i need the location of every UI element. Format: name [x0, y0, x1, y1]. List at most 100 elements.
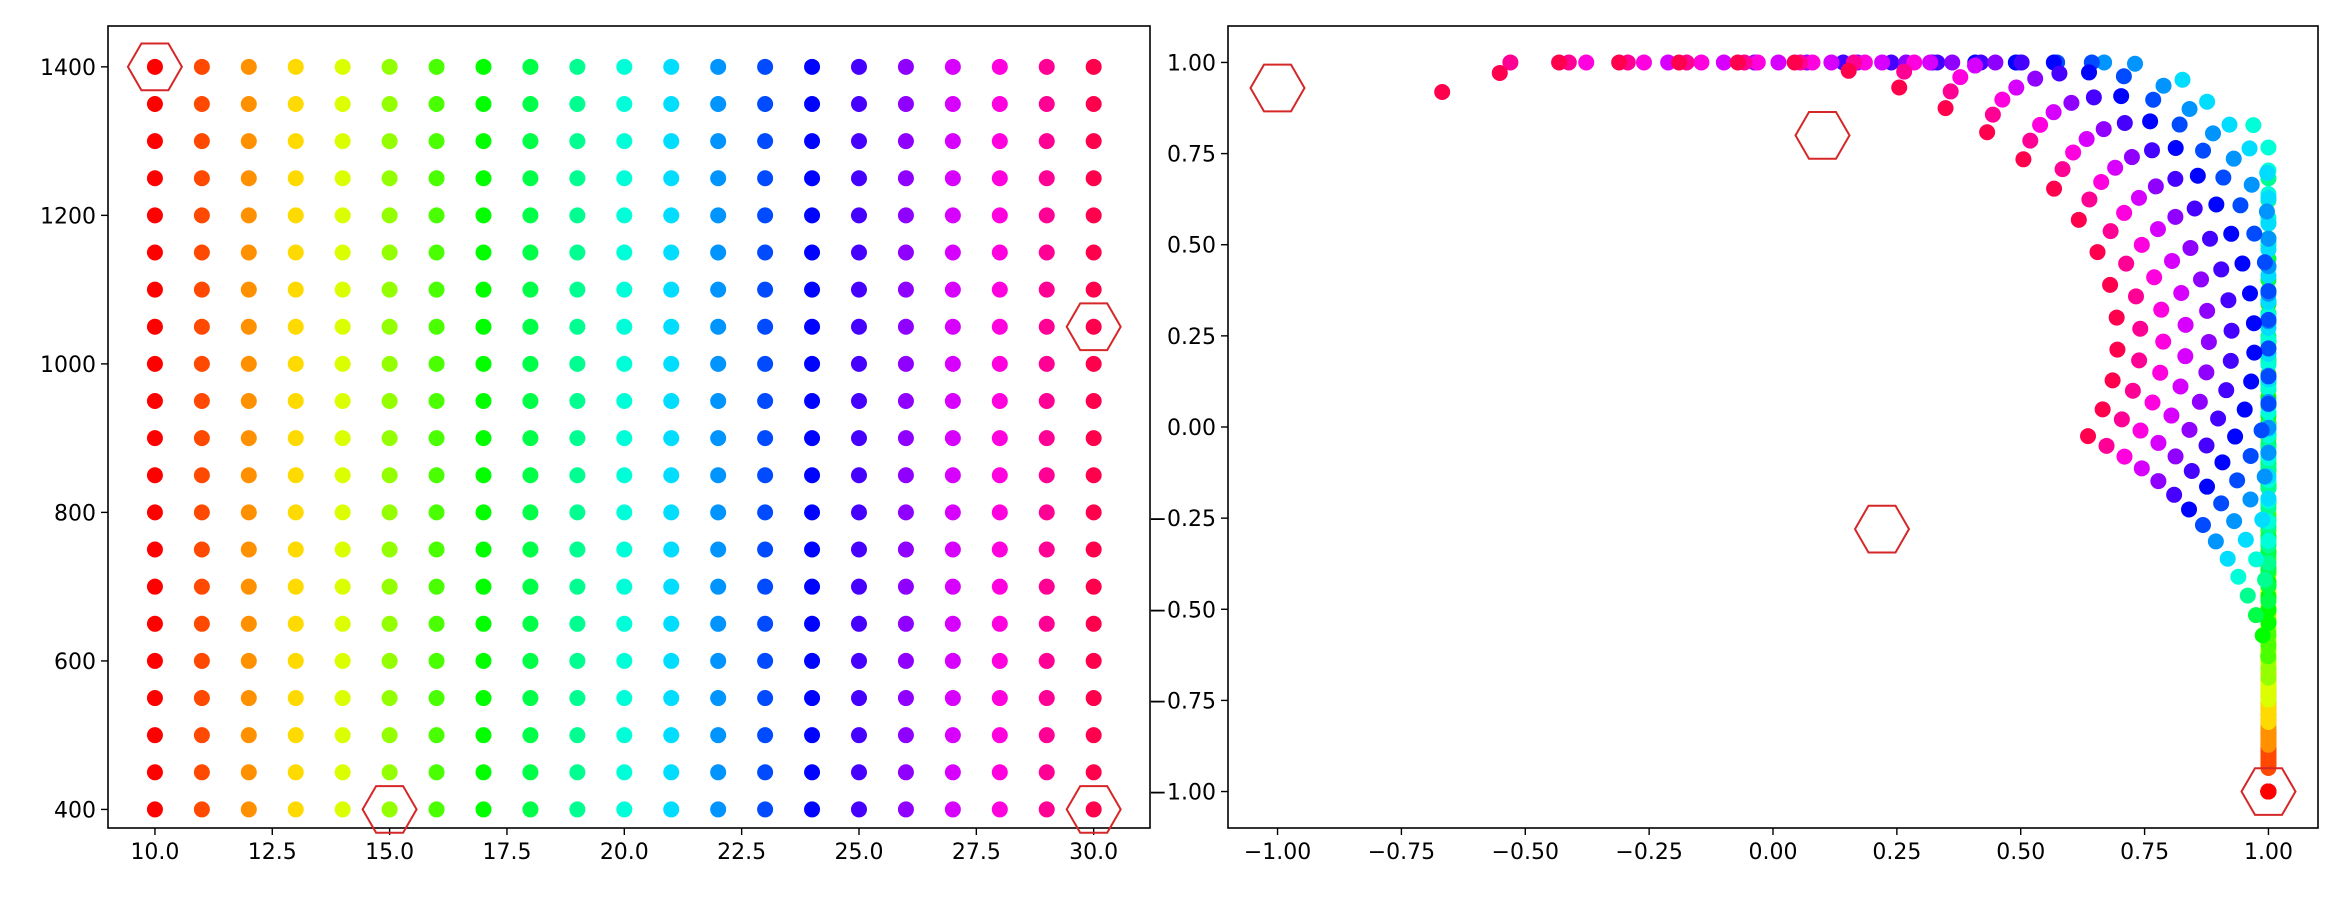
- scatter-point: [710, 133, 727, 150]
- scatter-point: [897, 170, 914, 187]
- scatter-point: [2177, 348, 2194, 365]
- scatter-point: [2065, 144, 2082, 161]
- scatter-point: [616, 170, 633, 187]
- scatter-point: [1038, 170, 1055, 187]
- scatter-point: [569, 801, 586, 818]
- scatter-point: [475, 504, 492, 521]
- scatter-point: [569, 727, 586, 744]
- scatter-point: [2116, 448, 2133, 465]
- scatter-point: [710, 207, 727, 224]
- scatter-point: [334, 430, 351, 447]
- scatter-point: [2132, 422, 2149, 439]
- scatter-point: [2177, 316, 2194, 333]
- scatter-point: [2152, 364, 2169, 381]
- scatter-point: [522, 690, 539, 707]
- scatter-point: [804, 764, 821, 781]
- scatter-point: [616, 541, 633, 558]
- scatter-point: [991, 430, 1008, 447]
- scatter-point: [2260, 230, 2277, 247]
- scatter-point: [334, 504, 351, 521]
- scatter-point: [1038, 207, 1055, 224]
- scatter-point: [2241, 140, 2258, 157]
- scatter-point: [193, 727, 210, 744]
- scatter-point: [146, 393, 163, 410]
- scatter-point: [240, 318, 257, 335]
- scatter-point: [897, 615, 914, 632]
- scatter-point: [475, 652, 492, 669]
- scatter-point: [2234, 255, 2251, 272]
- scatter-point: [804, 58, 821, 75]
- scatter-point: [757, 430, 774, 447]
- scatter-point: [944, 430, 961, 447]
- scatter-point: [146, 244, 163, 261]
- scatter-point: [710, 430, 727, 447]
- scatter-point: [2167, 139, 2184, 156]
- scatter-point: [991, 393, 1008, 410]
- scatter-point: [2242, 491, 2259, 508]
- scatter-point: [850, 652, 867, 669]
- scatter-point: [475, 541, 492, 558]
- scatter-point: [240, 430, 257, 447]
- scatter-point: [381, 690, 398, 707]
- scatter-point: [850, 727, 867, 744]
- scatter-point: [334, 690, 351, 707]
- scatter-point: [663, 727, 680, 744]
- scatter-point: [2155, 333, 2172, 350]
- highlight-hexagon: [2240, 767, 2297, 816]
- x-tick-label: 0.25: [1872, 840, 1921, 865]
- scatter-point: [2260, 555, 2277, 572]
- scatter-point: [381, 541, 398, 558]
- scatter-point: [897, 727, 914, 744]
- scatter-point: [616, 652, 633, 669]
- scatter-point: [2225, 150, 2242, 167]
- scatter-point: [146, 281, 163, 298]
- scatter-point: [240, 504, 257, 521]
- x-tick-label: 12.5: [248, 840, 297, 865]
- scatter-point: [193, 652, 210, 669]
- scatter-point: [944, 690, 961, 707]
- scatter-point: [193, 133, 210, 150]
- y-tick-label: 600: [54, 650, 96, 675]
- scatter-point: [475, 95, 492, 112]
- scatter-point: [428, 170, 445, 187]
- scatter-point: [2220, 292, 2237, 309]
- scatter-point: [1085, 467, 1102, 484]
- scatter-point: [428, 318, 445, 335]
- scatter-point: [944, 58, 961, 75]
- scatter-point: [2104, 372, 2121, 389]
- scatter-point: [2128, 288, 2145, 305]
- scatter-point: [2149, 221, 2166, 238]
- scatter-point: [850, 504, 867, 521]
- scatter-point: [991, 541, 1008, 558]
- scatter-point: [757, 652, 774, 669]
- scatter-point: [2132, 320, 2149, 337]
- scatter-point: [2118, 255, 2135, 272]
- scatter-point: [897, 95, 914, 112]
- scatter-point: [2246, 344, 2263, 361]
- y-tick-label: 0.00: [1167, 416, 1216, 441]
- scatter-point: [2094, 401, 2111, 418]
- scatter-point: [569, 133, 586, 150]
- scatter-point: [804, 244, 821, 261]
- y-tick-label: 0.25: [1167, 325, 1216, 350]
- scatter-point: [428, 504, 445, 521]
- scatter-point: [1984, 106, 2001, 123]
- scatter-point: [2230, 568, 2247, 585]
- scatter-point: [2133, 460, 2150, 477]
- scatter-point: [569, 170, 586, 187]
- scatter-point: [850, 95, 867, 112]
- scatter-point: [2174, 71, 2191, 88]
- scatter-point: [475, 727, 492, 744]
- scatter-point: [2109, 341, 2126, 358]
- scatter-point: [2207, 533, 2224, 550]
- scatter-point: [1937, 100, 1954, 117]
- scatter-point: [146, 133, 163, 150]
- scatter-point: [522, 652, 539, 669]
- scatter-point: [1729, 54, 1746, 71]
- scatter-point: [850, 207, 867, 224]
- scatter-point: [475, 578, 492, 595]
- scatter-point: [944, 467, 961, 484]
- scatter-point: [663, 95, 680, 112]
- scatter-point: [193, 578, 210, 595]
- scatter-point: [2183, 463, 2200, 480]
